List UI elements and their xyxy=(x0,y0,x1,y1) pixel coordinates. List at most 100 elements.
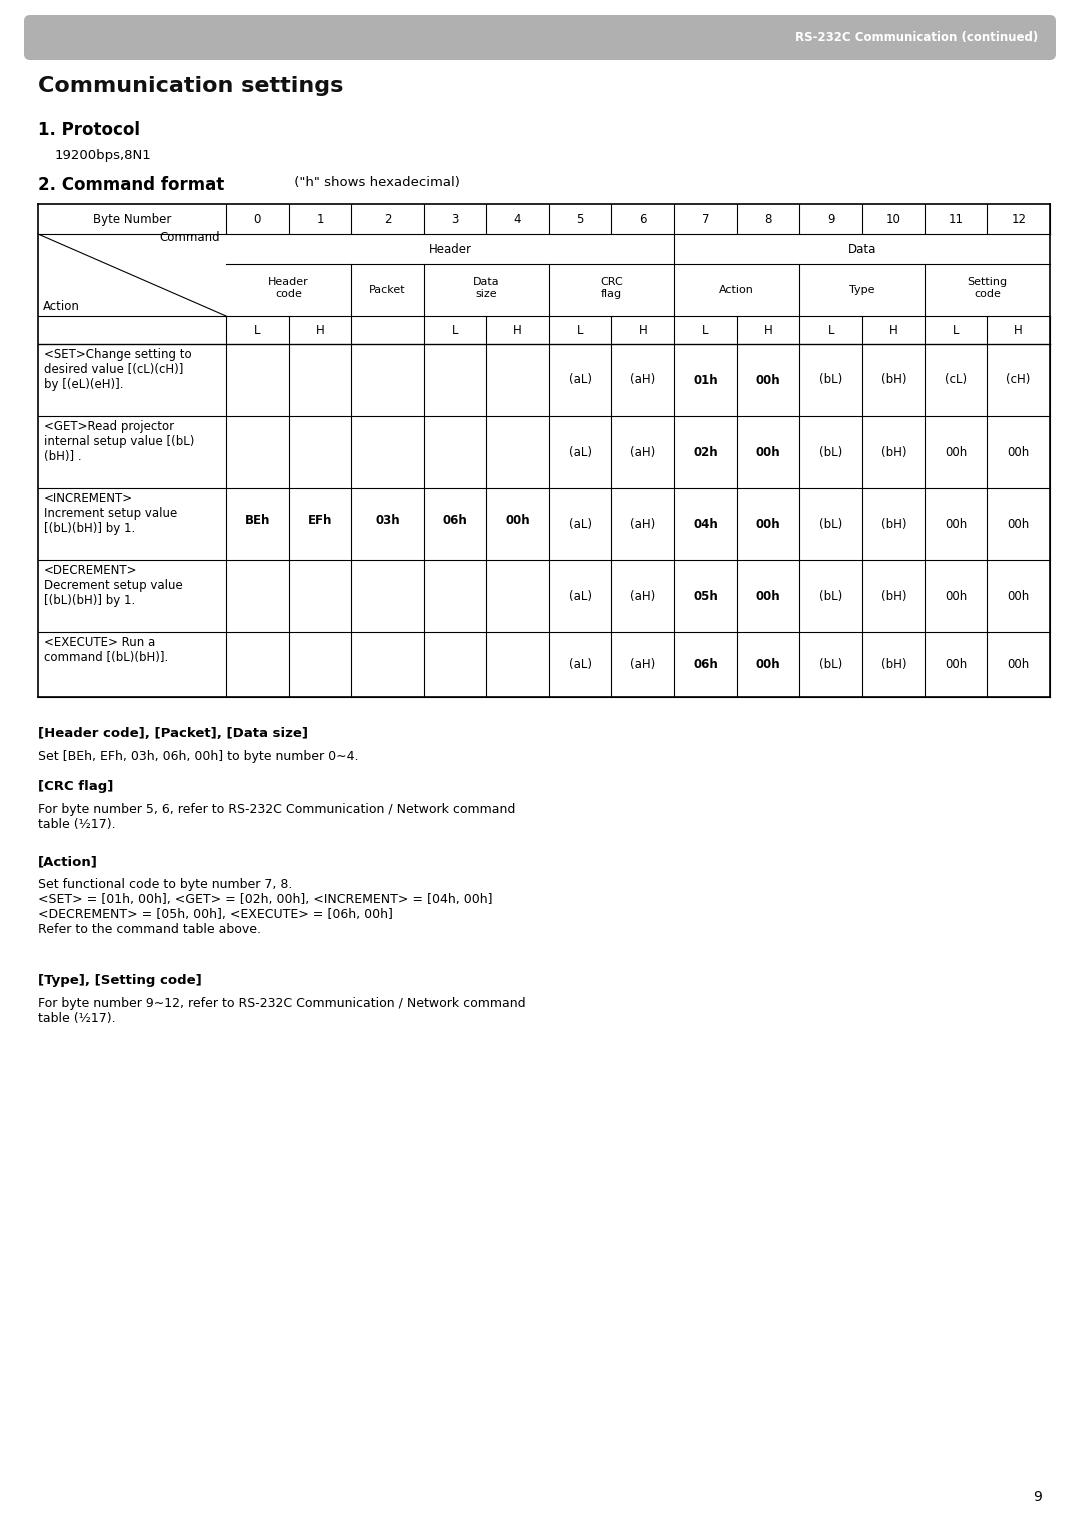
Text: (bH): (bH) xyxy=(880,517,906,531)
Text: 03h: 03h xyxy=(375,514,400,526)
Text: <EXECUTE> Run a
command [(bL)(bH)].: <EXECUTE> Run a command [(bL)(bH)]. xyxy=(44,636,168,664)
Text: H: H xyxy=(764,324,772,337)
Text: (cH): (cH) xyxy=(1007,374,1031,386)
Text: 7: 7 xyxy=(702,212,710,226)
Text: 00h: 00h xyxy=(945,589,968,603)
Text: Data
size: Data size xyxy=(473,278,500,299)
Text: 00h: 00h xyxy=(1008,446,1030,458)
Text: (aH): (aH) xyxy=(631,374,656,386)
Text: 00h: 00h xyxy=(756,374,781,386)
Text: Byte Number: Byte Number xyxy=(93,212,172,226)
Text: (aL): (aL) xyxy=(569,446,592,458)
Text: 00h: 00h xyxy=(756,517,781,531)
Text: For byte number 5, 6, refer to RS-232C Communication / Network command
table (½1: For byte number 5, 6, refer to RS-232C C… xyxy=(38,803,515,832)
Text: Action: Action xyxy=(43,301,80,313)
Text: 00h: 00h xyxy=(756,589,781,603)
Text: 02h: 02h xyxy=(693,446,718,458)
Text: (aL): (aL) xyxy=(569,374,592,386)
Text: L: L xyxy=(451,324,458,337)
Text: (bH): (bH) xyxy=(880,374,906,386)
Text: 1: 1 xyxy=(316,212,324,226)
Text: Header
code: Header code xyxy=(268,278,309,299)
Text: <DECREMENT>
Decrement setup value
[(bL)(bH)] by 1.: <DECREMENT> Decrement setup value [(bL)(… xyxy=(44,565,183,607)
Text: (cL): (cL) xyxy=(945,374,967,386)
Text: BEh: BEh xyxy=(245,514,270,526)
Text: [CRC flag]: [CRC flag] xyxy=(38,780,113,794)
Text: 00h: 00h xyxy=(1008,658,1030,671)
Text: ("h" shows hexadecimal): ("h" shows hexadecimal) xyxy=(291,175,460,189)
Text: 00h: 00h xyxy=(1008,589,1030,603)
Text: (aH): (aH) xyxy=(631,446,656,458)
Text: Packet: Packet xyxy=(369,285,406,295)
Text: 2: 2 xyxy=(383,212,391,226)
Text: Set functional code to byte number 7, 8.
<SET> = [01h, 00h], <GET> = [02h, 00h],: Set functional code to byte number 7, 8.… xyxy=(38,877,492,935)
Text: 00h: 00h xyxy=(505,514,530,526)
Text: 06h: 06h xyxy=(693,658,718,671)
Text: Set [BEh, EFh, 03h, 06h, 00h] to byte number 0∼4.: Set [BEh, EFh, 03h, 06h, 00h] to byte nu… xyxy=(38,749,359,763)
Text: 00h: 00h xyxy=(1008,517,1030,531)
Text: (aL): (aL) xyxy=(569,658,592,671)
FancyBboxPatch shape xyxy=(24,15,1056,60)
Text: 12: 12 xyxy=(1011,212,1026,226)
Text: 6: 6 xyxy=(639,212,647,226)
Text: 10: 10 xyxy=(886,212,901,226)
Text: 9: 9 xyxy=(827,212,835,226)
Text: (aH): (aH) xyxy=(631,658,656,671)
Text: 04h: 04h xyxy=(693,517,718,531)
Text: 19200bps,8N1: 19200bps,8N1 xyxy=(55,150,152,162)
Text: H: H xyxy=(513,324,522,337)
Text: Type: Type xyxy=(849,285,875,295)
Text: L: L xyxy=(254,324,260,337)
Text: L: L xyxy=(702,324,708,337)
Text: For byte number 9∼12, refer to RS-232C Communication / Network command
table (½1: For byte number 9∼12, refer to RS-232C C… xyxy=(38,996,526,1025)
Text: Setting
code: Setting code xyxy=(968,278,1008,299)
Text: H: H xyxy=(1014,324,1023,337)
Text: L: L xyxy=(577,324,583,337)
Text: RS-232C Communication (continued): RS-232C Communication (continued) xyxy=(795,31,1038,44)
Text: 00h: 00h xyxy=(945,658,968,671)
Text: Command: Command xyxy=(160,230,220,244)
Text: [Header code], [Packet], [Data size]: [Header code], [Packet], [Data size] xyxy=(38,726,308,740)
Text: [Type], [Setting code]: [Type], [Setting code] xyxy=(38,974,202,987)
Text: 01h: 01h xyxy=(693,374,718,386)
Text: 00h: 00h xyxy=(945,446,968,458)
Text: Action: Action xyxy=(719,285,754,295)
Text: Header: Header xyxy=(429,243,472,255)
Text: 00h: 00h xyxy=(756,658,781,671)
Text: (aH): (aH) xyxy=(631,517,656,531)
Text: (bH): (bH) xyxy=(880,446,906,458)
Text: 05h: 05h xyxy=(693,589,718,603)
Text: Data: Data xyxy=(848,243,876,255)
Text: [Action]: [Action] xyxy=(38,855,98,868)
Text: 2. Command format: 2. Command format xyxy=(38,175,225,194)
Text: H: H xyxy=(315,324,324,337)
Text: (aH): (aH) xyxy=(631,589,656,603)
Text: 8: 8 xyxy=(765,212,772,226)
Text: CRC
flag: CRC flag xyxy=(600,278,623,299)
Text: <SET>Change setting to
desired value [(cL)(cH)]
by [(eL)(eH)].: <SET>Change setting to desired value [(c… xyxy=(44,348,191,391)
Text: 00h: 00h xyxy=(945,517,968,531)
Text: 06h: 06h xyxy=(443,514,468,526)
Text: 1. Protocol: 1. Protocol xyxy=(38,121,140,139)
Text: 5: 5 xyxy=(577,212,584,226)
Text: L: L xyxy=(953,324,959,337)
Text: 4: 4 xyxy=(514,212,522,226)
Text: H: H xyxy=(638,324,647,337)
Text: (aL): (aL) xyxy=(569,589,592,603)
Text: (bL): (bL) xyxy=(819,517,842,531)
Text: Communication settings: Communication settings xyxy=(38,76,343,96)
Text: <GET>Read projector
internal setup value [(bL)
(bH)] .: <GET>Read projector internal setup value… xyxy=(44,420,194,462)
Text: <INCREMENT>
Increment setup value
[(bL)(bH)] by 1.: <INCREMENT> Increment setup value [(bL)(… xyxy=(44,491,177,536)
Text: 0: 0 xyxy=(254,212,261,226)
Text: H: H xyxy=(889,324,897,337)
Text: (bL): (bL) xyxy=(819,589,842,603)
Text: 00h: 00h xyxy=(756,446,781,458)
Text: (bH): (bH) xyxy=(880,658,906,671)
Text: 3: 3 xyxy=(451,212,459,226)
Text: (bH): (bH) xyxy=(880,589,906,603)
Text: (aL): (aL) xyxy=(569,517,592,531)
Text: L: L xyxy=(827,324,834,337)
Text: EFh: EFh xyxy=(308,514,333,526)
Text: 9: 9 xyxy=(1034,1489,1042,1505)
Text: 11: 11 xyxy=(948,212,963,226)
